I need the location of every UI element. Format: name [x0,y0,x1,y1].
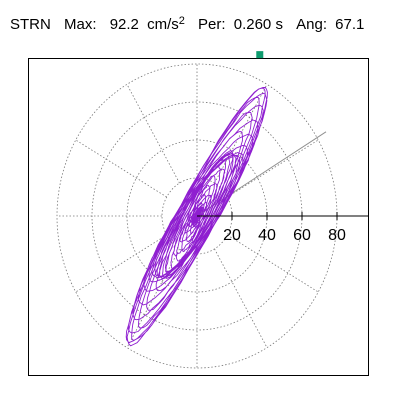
max-label: Max: [64,16,97,33]
angle-label: Ang: [296,16,327,33]
max-unit-base: cm/s [147,16,179,33]
radial-tick-label-80: 80 [328,227,346,244]
grid-spoke-30 [227,139,319,198]
period-value: 0.260 s [233,16,283,33]
radial-tick-label-40: 40 [258,227,276,244]
grid-spoke-210 [75,234,167,293]
grid-spoke-120 [126,84,180,184]
reference-line-stroke [196,131,327,217]
radial-tick-label-20: 20 [223,227,241,244]
station-code: STRN [10,16,51,33]
grid-spoke-150 [75,139,167,198]
radial-axis [197,212,368,220]
trace-path [125,86,268,347]
grid-spoke-300 [214,248,268,348]
max-value: 92.2 [109,16,139,33]
grid-spoke-60 [214,84,268,184]
header-readout: STRN Max: 92.2 cm/s2 Per: 0.260 s Ang: 6… [10,12,395,38]
radial-tick-label-60: 60 [293,227,311,244]
grid-spoke-330 [227,234,319,293]
reference-line [196,131,327,217]
grid-spoke-240 [126,248,180,348]
max-unit-exponent: 2 [178,15,185,27]
peak-marker-group [256,51,264,59]
angle-value: 67.1 [335,16,365,33]
peak-marker [256,51,264,59]
motion-trace [125,86,268,347]
radial-tick-labels: 20 40 60 80 [223,227,346,244]
max-unit: cm/s2 [147,12,185,39]
period-label: Per: [198,16,226,33]
